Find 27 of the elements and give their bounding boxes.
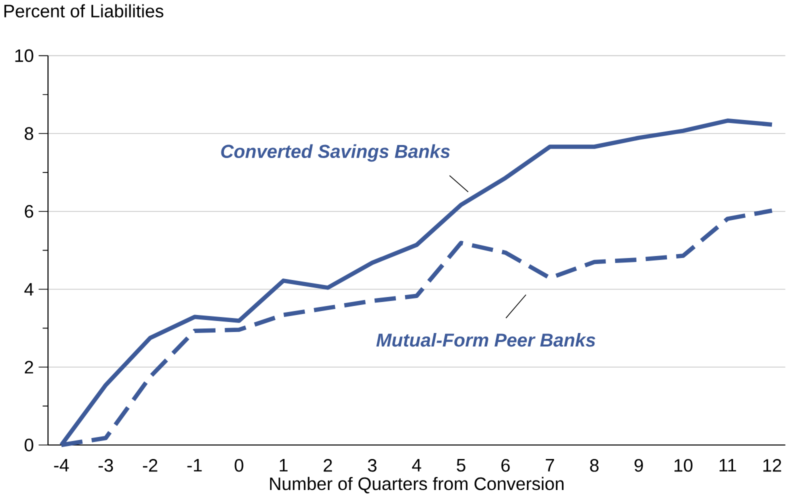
annotation: Mutual-Form Peer Banks [376,333,596,347]
y-tick-label: 0 [24,438,34,452]
annotation: Converted Savings Banks [221,144,450,162]
y-axis-title: Percent of Liabilities [4,4,164,18]
y-tick-label: 6 [24,205,34,218]
x-tick-label: 7 [546,459,554,472]
x-tick-label: 9 [634,459,643,472]
x-tick-label: 3 [368,459,376,472]
y-tick-label: 8 [24,127,34,140]
x-tick-label: 5 [456,459,466,472]
y-tick-label: 4 [24,283,34,296]
x-axis-title: Number of Quarters from Conversion [270,476,564,494]
x-tick-label: -1 [187,459,202,472]
x-tick-label: 8 [590,459,599,472]
x-tick-label: 12 [763,459,782,472]
x-tick-label: 11 [720,459,736,472]
x-tick-label: 1 [280,459,288,472]
x-tick-label: 4 [412,459,422,472]
x-tick-label: -3 [98,459,113,472]
x-tick-label: 2 [324,459,332,472]
x-tick-label: 10 [674,459,692,472]
x-tick-label: -2 [142,459,158,472]
y-tick-label: 10 [15,49,34,62]
x-tick-label: 6 [501,459,510,472]
y-tick-label: 2 [24,360,34,374]
x-tick-label: 0 [234,459,244,472]
x-tick-label: -4 [54,459,69,472]
